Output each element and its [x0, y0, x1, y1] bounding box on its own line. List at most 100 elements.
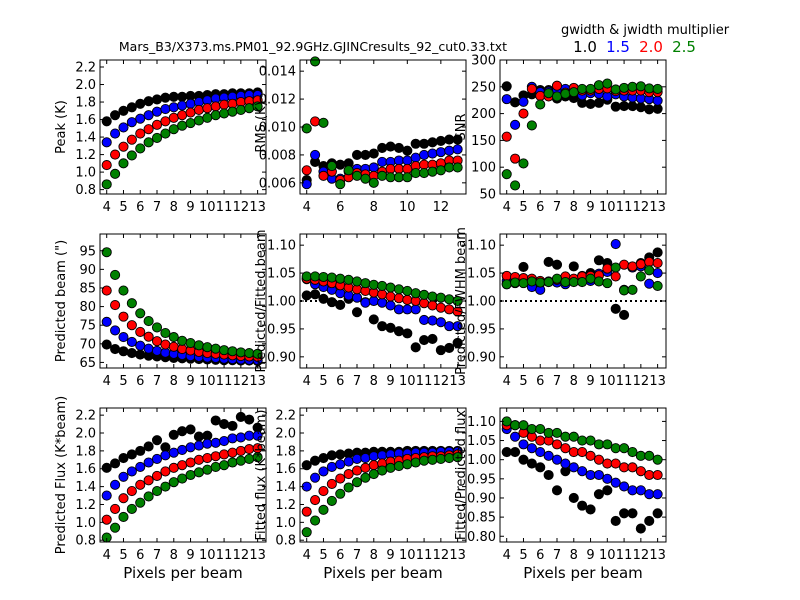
data-point [326, 272, 337, 283]
legend-entry-1-5: 1.5 [606, 38, 630, 56]
y-tick-label: 2.2 [75, 409, 96, 424]
data-point [568, 276, 579, 288]
x-tick-label: 8 [570, 374, 578, 389]
data-point [510, 119, 521, 130]
data-point [419, 289, 430, 300]
data-point [435, 292, 446, 303]
data-point [518, 108, 529, 119]
y-tick-label: 100 [471, 161, 496, 176]
y-tick-label: 1.00 [467, 453, 496, 468]
data-point [627, 261, 638, 272]
data-point [126, 503, 137, 514]
data-point [118, 122, 129, 133]
data-point [168, 112, 179, 123]
y-tick-label: 2.2 [275, 409, 296, 424]
data-point [393, 142, 404, 153]
data-point [126, 348, 137, 359]
data-point [452, 452, 463, 463]
data-point [318, 466, 329, 477]
data-point [393, 163, 404, 174]
data-point [543, 256, 554, 267]
data-point [202, 452, 213, 464]
data-point [301, 179, 312, 190]
data-point [202, 438, 213, 449]
series-2-5 [501, 416, 663, 465]
data-point [577, 446, 588, 458]
series-2-5 [501, 262, 663, 296]
data-point [110, 325, 121, 336]
data-point [210, 110, 221, 121]
data-point [160, 450, 171, 461]
data-point [335, 473, 346, 484]
data-point [627, 101, 638, 112]
data-point [635, 81, 646, 92]
data-point [151, 453, 163, 464]
y-tick-label: 0.95 [467, 322, 496, 337]
x-tick-label: 11 [616, 200, 633, 215]
x-tick-label: 9 [186, 548, 194, 563]
x-tick-label: 7 [353, 548, 361, 563]
data-point [151, 345, 163, 356]
x-tick-label: 11 [416, 548, 433, 563]
data-point [602, 263, 613, 274]
data-point [410, 457, 421, 468]
data-point [219, 460, 230, 471]
x-tick-label: 12 [233, 374, 250, 389]
data-point [427, 166, 438, 177]
data-point [385, 141, 396, 152]
data-point [501, 131, 512, 142]
data-point [210, 461, 221, 473]
data-point [135, 113, 146, 124]
x-tick-label: 7 [153, 374, 161, 389]
data-point [518, 420, 529, 431]
legend-entries: 1.0 1.5 2.0 2.5 [573, 38, 696, 56]
y-tick-label: 1.0 [75, 516, 96, 531]
data-point [619, 481, 630, 492]
x-tick-label: 6 [136, 548, 144, 563]
data-point [101, 116, 112, 127]
y-tick-label: 85 [79, 281, 96, 296]
data-point [568, 261, 579, 272]
data-point [501, 169, 512, 180]
data-point [385, 462, 396, 473]
data-point [410, 168, 421, 179]
data-point [168, 429, 179, 440]
data-point [126, 150, 137, 161]
data-point [551, 439, 563, 450]
x-tick-label: 7 [153, 200, 161, 215]
x-tick-label: 13 [649, 200, 666, 215]
data-point [143, 124, 154, 135]
data-point [135, 497, 146, 508]
data-point [110, 110, 121, 121]
y-tick-label: 1.05 [467, 267, 496, 282]
data-point [402, 328, 413, 339]
data-point [101, 160, 112, 171]
data-point [644, 256, 655, 267]
data-point [193, 340, 204, 351]
figure-title: Mars_B3/X373.ms.PM01_92.9GHz.GJINCresult… [119, 39, 507, 54]
data-point [627, 462, 638, 473]
y-tick-label: 95 [79, 244, 96, 259]
data-point [402, 155, 413, 166]
data-point [101, 179, 112, 190]
data-point [560, 443, 571, 454]
data-point [427, 148, 438, 159]
data-point [501, 446, 512, 458]
data-point [452, 306, 463, 317]
series-2-0 [101, 95, 263, 171]
y-tick-label: 250 [471, 80, 496, 95]
data-point [452, 321, 463, 332]
data-point [135, 340, 146, 351]
x-tick-label: 5 [519, 200, 527, 215]
data-point [193, 431, 204, 442]
data-point [619, 259, 630, 270]
data-point [635, 523, 646, 534]
y-tick-label: 1.6 [75, 462, 96, 477]
x-tick-label: 5 [519, 548, 527, 563]
data-point [360, 462, 371, 473]
data-point [360, 452, 371, 464]
data-point [143, 96, 154, 107]
x-tick-label: 9 [586, 548, 594, 563]
data-point [351, 276, 363, 287]
data-point [235, 432, 246, 443]
